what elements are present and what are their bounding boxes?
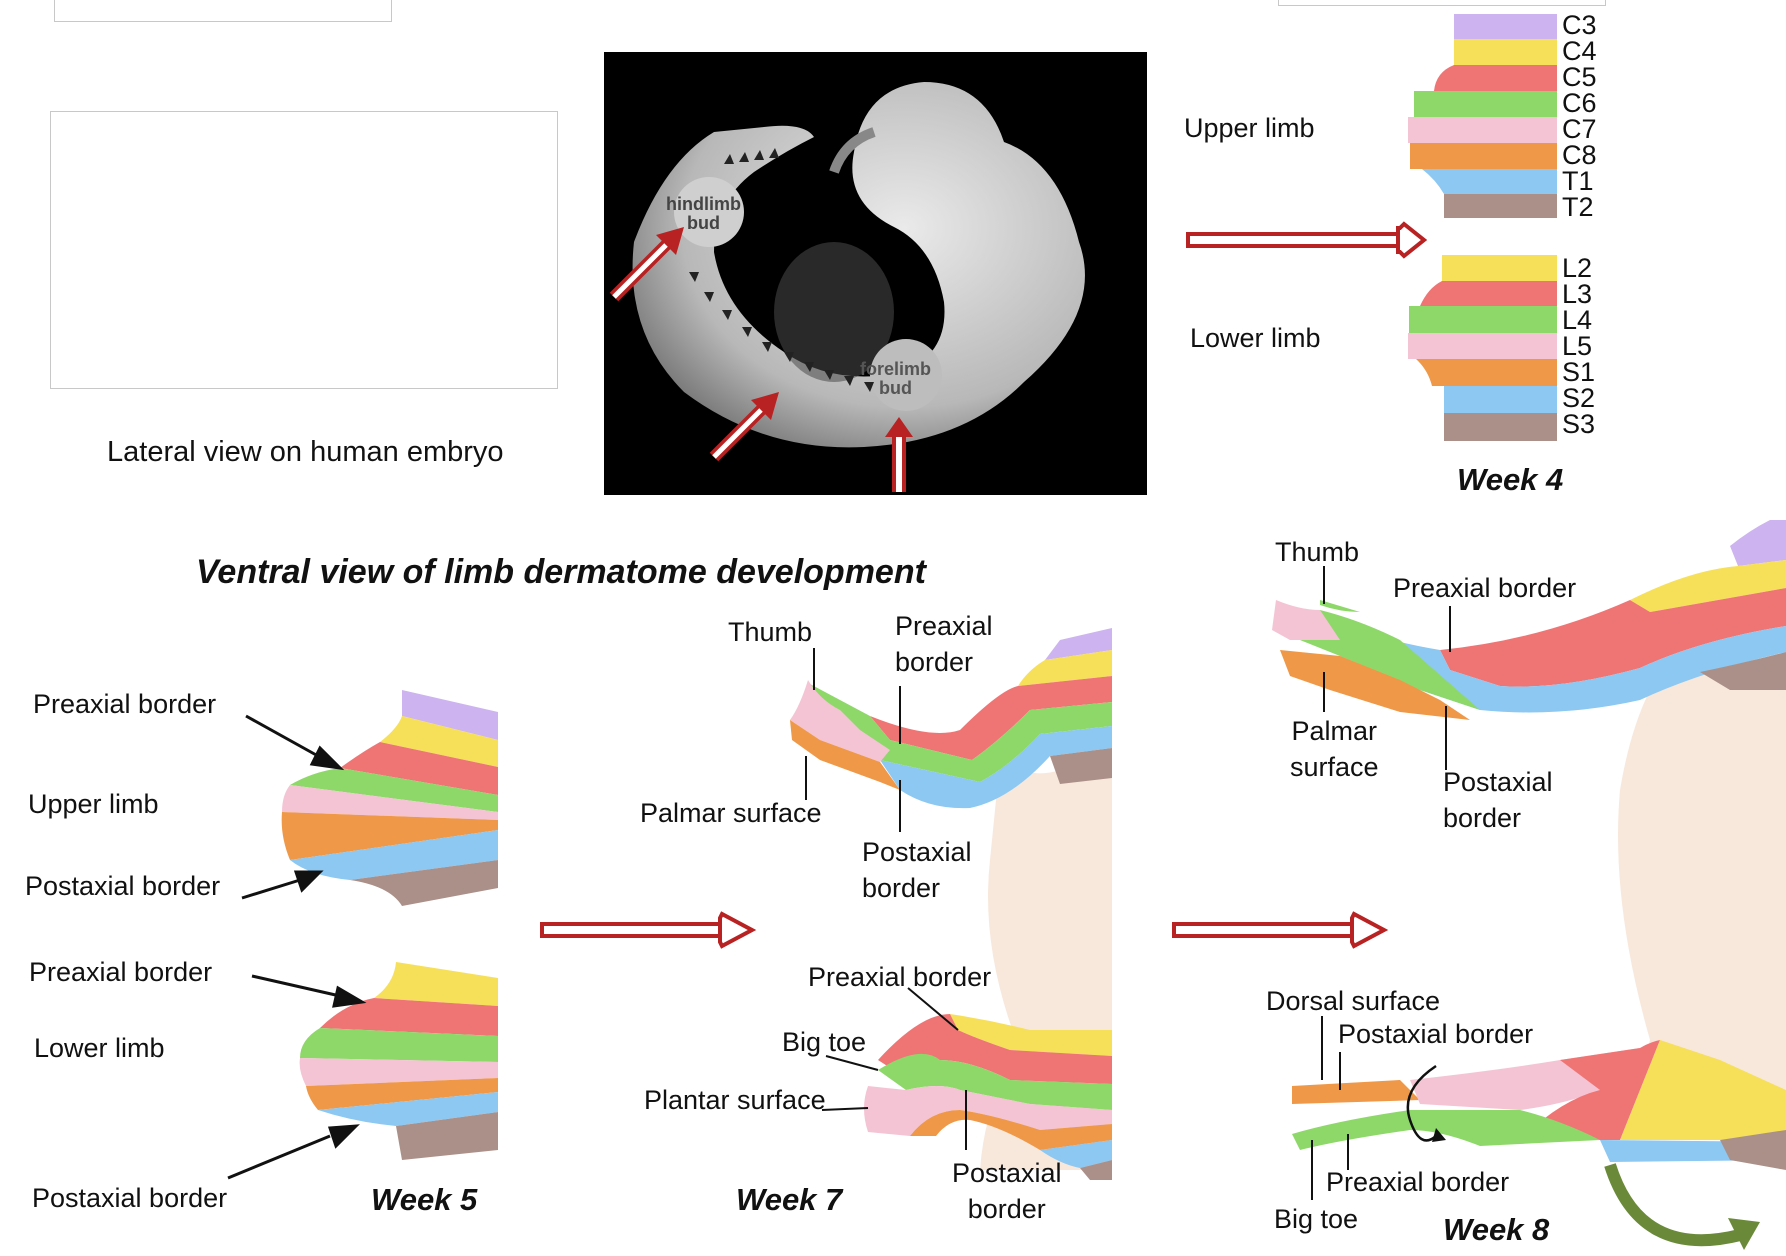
segment-label-L3: L3 bbox=[1562, 279, 1593, 309]
week7-palmar-surface: Palmar surface bbox=[640, 798, 822, 828]
week7-label: Week 7 bbox=[736, 1182, 843, 1217]
week8-big-toe: Big toe bbox=[1274, 1204, 1359, 1234]
forelimb-bud-label: forelimb bud bbox=[860, 359, 932, 398]
week5-postaxial-upper: Postaxial border bbox=[25, 871, 221, 901]
segment-label-T1: T1 bbox=[1562, 166, 1594, 196]
arrow-week4 bbox=[1186, 221, 1428, 259]
week8-preaxial-lower: Preaxial border bbox=[1326, 1167, 1510, 1197]
segment-label-S1: S1 bbox=[1562, 357, 1596, 387]
week7-preaxial-upper: Preaxial border bbox=[895, 611, 993, 677]
placeholder-box-left bbox=[50, 111, 558, 389]
placeholder-box-top-right bbox=[1278, 0, 1606, 6]
week8-palmar-surface: Palmar surface bbox=[1290, 716, 1379, 782]
week5-label: Week 5 bbox=[371, 1182, 478, 1217]
embryo-illustration bbox=[609, 82, 1085, 492]
segment-label-T2: T2 bbox=[1562, 192, 1594, 222]
segment-label-S3: S3 bbox=[1562, 409, 1596, 439]
segment-label-C4: C4 bbox=[1562, 36, 1597, 66]
segment-label-S2: S2 bbox=[1562, 383, 1596, 413]
segment-label-L5: L5 bbox=[1562, 331, 1593, 361]
green-curved-arrow bbox=[1604, 1163, 1760, 1250]
week4-label: Week 4 bbox=[1457, 462, 1564, 497]
week5-postaxial-lower: Postaxial border bbox=[32, 1183, 228, 1213]
week4-lower-segments: L2 L3 L4 L5 S1 S2 S3 bbox=[1562, 253, 1612, 439]
segment-label-C3: C3 bbox=[1562, 10, 1597, 40]
week7-postaxial-upper: Postaxial border bbox=[862, 837, 972, 903]
week8-postaxial-lower: Postaxial border bbox=[1338, 1019, 1534, 1049]
segment-label-C7: C7 bbox=[1562, 114, 1597, 144]
week7-postaxial-lower: Postaxial border bbox=[952, 1158, 1062, 1224]
week8-dorsal-surface: Dorsal surface bbox=[1266, 986, 1441, 1016]
week7-plantar-surface: Plantar surface bbox=[644, 1085, 826, 1115]
week7-thumb: Thumb bbox=[728, 617, 813, 647]
arrow-week7-to-8 bbox=[1172, 911, 1389, 949]
week5-preaxial-lower: Preaxial border bbox=[29, 957, 213, 987]
somite-markers bbox=[689, 148, 874, 392]
week4-upper-limb-label: Upper limb bbox=[1184, 113, 1315, 143]
section-title: Ventral view of limb dermatome developme… bbox=[196, 553, 926, 591]
embryo-photo: hindlimb bud forelimb bud bbox=[604, 52, 1147, 495]
hindlimb-bud-label: hindlimb bud bbox=[666, 194, 741, 233]
segment-label-C6: C6 bbox=[1562, 88, 1597, 118]
week8-label: Week 8 bbox=[1443, 1212, 1550, 1247]
segment-label-L2: L2 bbox=[1562, 253, 1593, 283]
week4-upper-segments: C3 C4 C5 C6 C7 C8 T1 T2 bbox=[1562, 10, 1612, 222]
placeholder-box-top bbox=[54, 0, 392, 22]
embryo-caption: Lateral view on human embryo bbox=[107, 436, 504, 468]
week8-thumb: Thumb bbox=[1275, 537, 1360, 567]
week8-preaxial-upper: Preaxial border bbox=[1393, 573, 1577, 603]
week7-big-toe: Big toe bbox=[782, 1027, 867, 1057]
week5-preaxial-upper: Preaxial border bbox=[33, 689, 217, 719]
week8-postaxial-upper: Postaxial border bbox=[1443, 767, 1553, 833]
arrow-week5-to-7 bbox=[540, 911, 757, 949]
week7-preaxial-lower: Preaxial border bbox=[808, 962, 992, 992]
segment-label-C8: C8 bbox=[1562, 140, 1597, 170]
segment-label-L4: L4 bbox=[1562, 305, 1593, 335]
week5-upper-limb: Upper limb bbox=[28, 789, 159, 819]
segment-label-C5: C5 bbox=[1562, 62, 1597, 92]
week5-lower-limb: Lower limb bbox=[34, 1033, 165, 1063]
week4-lower-limb-label: Lower limb bbox=[1190, 323, 1321, 353]
